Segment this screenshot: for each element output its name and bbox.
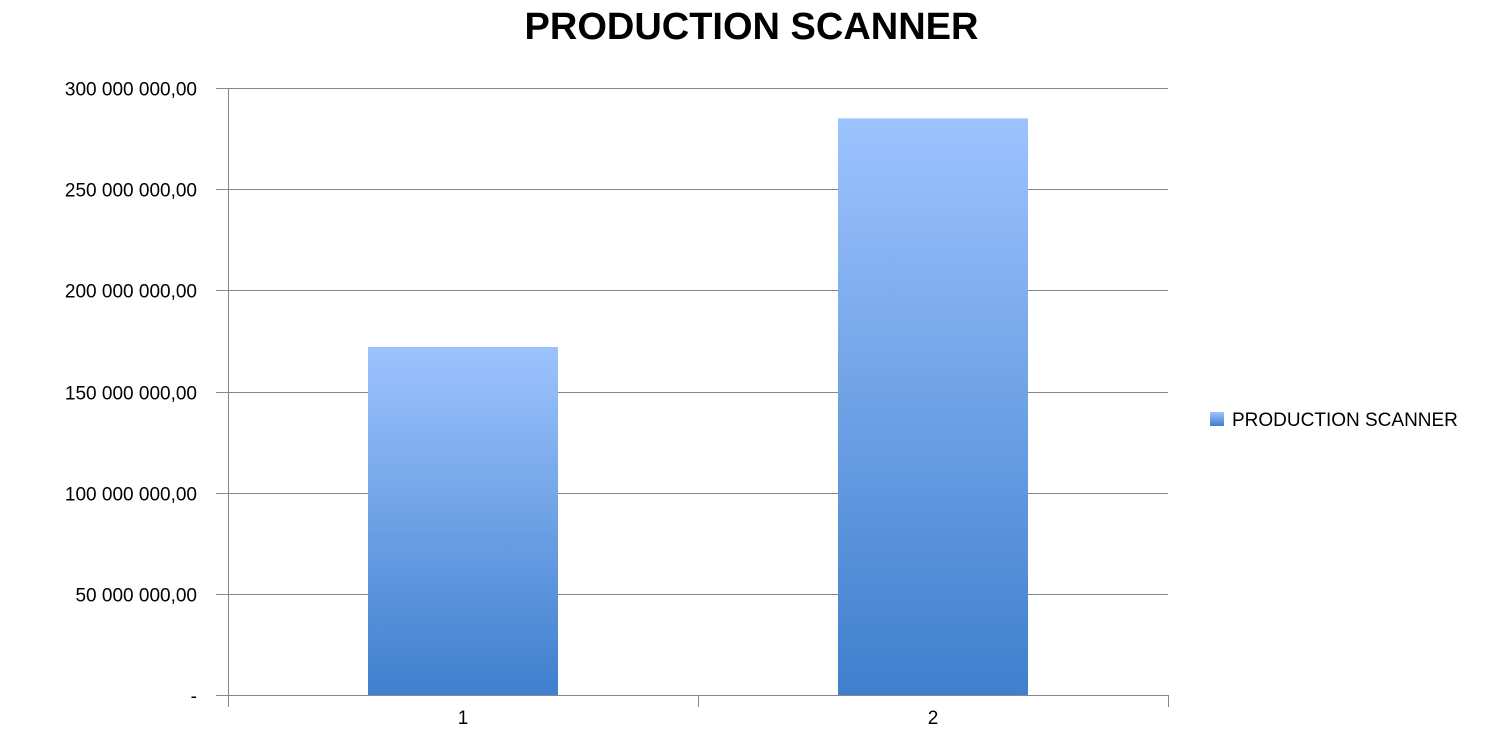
bars [368,118,1028,696]
y-tick-label: - [191,687,197,708]
legend: PRODUCTION SCANNER [1210,410,1458,431]
chart-title: PRODUCTION SCANNER [524,6,979,48]
y-tick-label: 200 000 000,00 [65,282,197,303]
legend-label: PRODUCTION SCANNER [1232,410,1458,431]
y-tick-label: 50 000 000,00 [75,586,197,607]
tick-labels: - 50 000 000,00 100 000 000,00 150 000 000,… [65,80,938,730]
axes [216,88,1169,707]
y-tick-label: 300 000 000,00 [65,80,197,101]
legend-swatch [1210,412,1224,426]
y-tick-label: 250 000 000,00 [65,181,197,202]
bar [368,346,558,695]
x-tick-label: 2 [928,708,939,729]
y-tick-label: 100 000 000,00 [65,485,197,506]
bar [838,118,1028,696]
x-tick-label: 1 [458,708,469,729]
y-tick-label: 150 000 000,00 [65,384,197,405]
